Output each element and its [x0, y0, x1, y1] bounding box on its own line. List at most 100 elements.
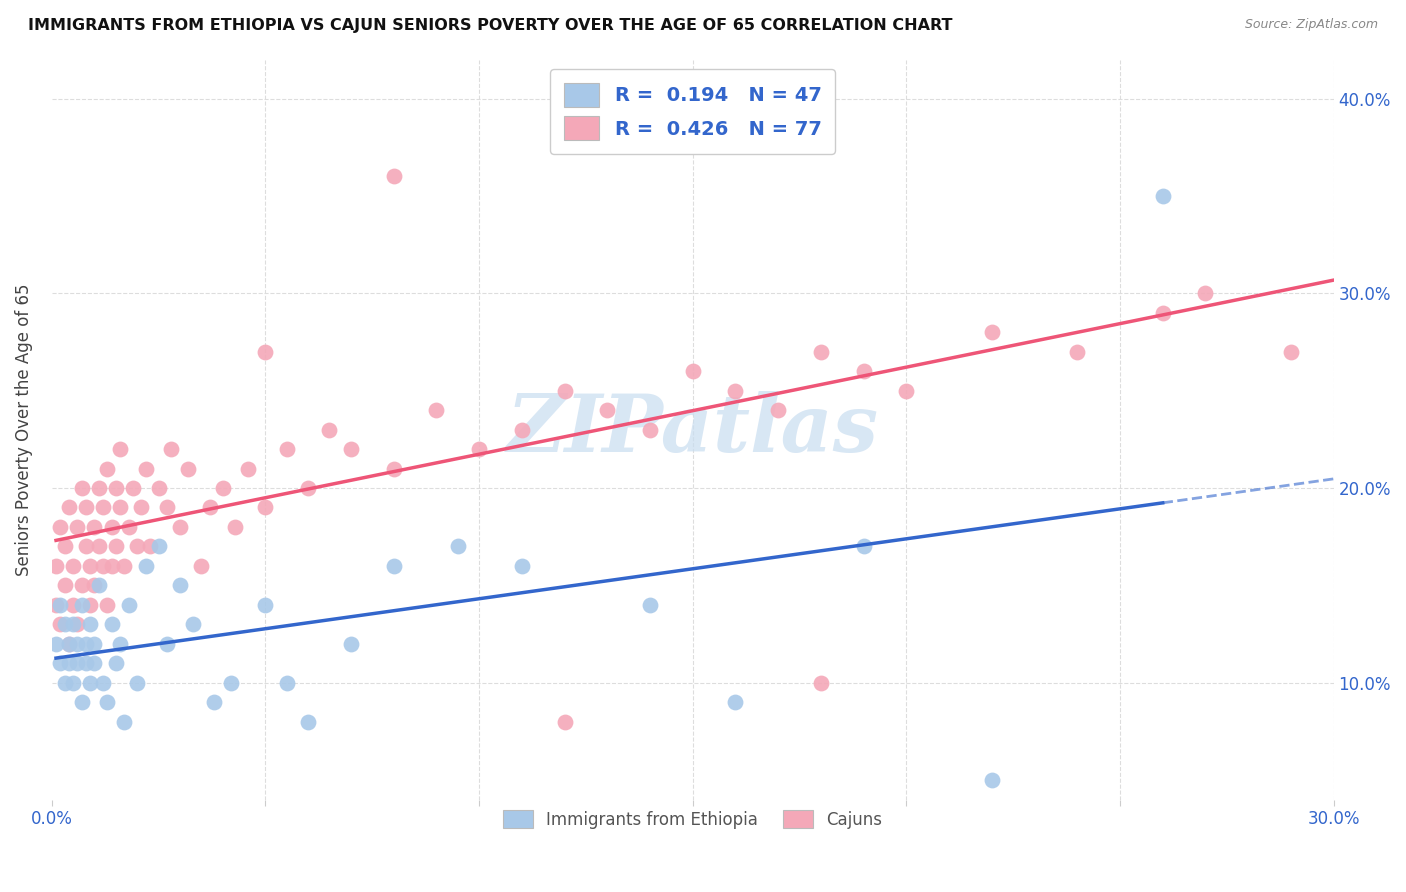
Point [131, 500, 153, 515]
Point [66, 520, 89, 534]
Point [510, 558, 533, 573]
Point [382, 558, 405, 573]
Point [139, 540, 162, 554]
Point [276, 442, 298, 456]
Point [638, 598, 661, 612]
Point [135, 461, 157, 475]
Point [79, 558, 101, 573]
Point [104, 481, 127, 495]
Point [53, 540, 76, 554]
Point [510, 423, 533, 437]
Point [682, 364, 704, 378]
Point [1194, 286, 1216, 301]
Point [79, 675, 101, 690]
Point [66, 657, 89, 671]
Text: IMMIGRANTS FROM ETHIOPIA VS CAJUN SENIORS POVERTY OVER THE AGE OF 65 CORRELATION: IMMIGRANTS FROM ETHIOPIA VS CAJUN SENIOR… [28, 18, 953, 33]
Point [83, 657, 105, 671]
Point [382, 169, 405, 184]
Point [190, 558, 212, 573]
Point [49, 657, 72, 671]
Point [100, 617, 122, 632]
Point [596, 403, 619, 417]
Point [53, 578, 76, 592]
Point [852, 364, 875, 378]
Text: Source: ZipAtlas.com: Source: ZipAtlas.com [1244, 18, 1378, 31]
Point [49, 617, 72, 632]
Point [62, 598, 84, 612]
Point [112, 558, 135, 573]
Point [425, 403, 447, 417]
Point [382, 461, 405, 475]
Point [852, 540, 875, 554]
Point [87, 578, 110, 592]
Point [96, 598, 118, 612]
Point [148, 540, 170, 554]
Point [297, 714, 319, 729]
Point [45, 558, 67, 573]
Point [135, 558, 157, 573]
Point [177, 461, 200, 475]
Point [83, 637, 105, 651]
Point [181, 617, 204, 632]
Point [340, 637, 363, 651]
Point [70, 695, 93, 709]
Point [53, 675, 76, 690]
Point [108, 500, 131, 515]
Point [87, 540, 110, 554]
Point [62, 558, 84, 573]
Point [91, 500, 114, 515]
Point [79, 598, 101, 612]
Point [156, 500, 179, 515]
Point [148, 481, 170, 495]
Point [219, 675, 242, 690]
Point [45, 637, 67, 651]
Point [238, 461, 260, 475]
Point [70, 578, 93, 592]
Point [45, 598, 67, 612]
Point [980, 772, 1002, 787]
Point [49, 520, 72, 534]
Point [224, 520, 246, 534]
Point [118, 598, 141, 612]
Point [58, 657, 80, 671]
Point [553, 384, 575, 398]
Point [83, 578, 105, 592]
Point [724, 695, 747, 709]
Point [724, 384, 747, 398]
Point [127, 540, 149, 554]
Point [810, 675, 832, 690]
Point [62, 617, 84, 632]
Point [1152, 306, 1174, 320]
Point [297, 481, 319, 495]
Point [91, 558, 114, 573]
Point [96, 695, 118, 709]
Y-axis label: Seniors Poverty Over the Age of 65: Seniors Poverty Over the Age of 65 [15, 284, 32, 576]
Point [104, 540, 127, 554]
Point [468, 442, 491, 456]
Point [156, 637, 179, 651]
Point [318, 423, 340, 437]
Point [169, 578, 191, 592]
Point [108, 637, 131, 651]
Point [49, 598, 72, 612]
Point [202, 695, 225, 709]
Point [1152, 189, 1174, 203]
Point [1279, 344, 1302, 359]
Text: ZIPatlas: ZIPatlas [506, 391, 879, 468]
Point [75, 637, 97, 651]
Point [58, 500, 80, 515]
Point [638, 423, 661, 437]
Point [70, 598, 93, 612]
Point [1066, 344, 1088, 359]
Point [127, 675, 149, 690]
Point [66, 637, 89, 651]
Point [122, 481, 145, 495]
Point [75, 500, 97, 515]
Point [169, 520, 191, 534]
Point [70, 481, 93, 495]
Point [91, 675, 114, 690]
Point [83, 520, 105, 534]
Point [79, 617, 101, 632]
Point [276, 675, 298, 690]
Point [62, 675, 84, 690]
